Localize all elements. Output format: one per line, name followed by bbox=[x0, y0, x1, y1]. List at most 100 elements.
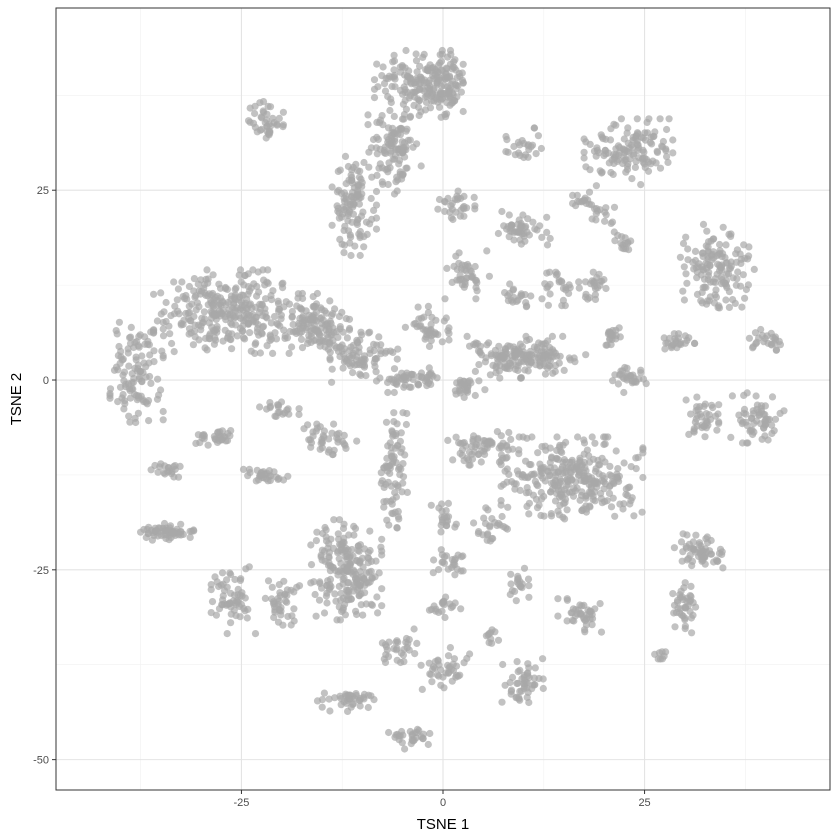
data-point bbox=[213, 322, 221, 331]
data-point bbox=[157, 310, 165, 318]
data-point bbox=[692, 531, 700, 539]
data-point bbox=[374, 83, 382, 91]
data-point bbox=[442, 669, 450, 677]
data-point bbox=[626, 372, 634, 380]
data-point bbox=[505, 211, 513, 219]
data-point bbox=[519, 433, 527, 441]
data-point bbox=[633, 115, 641, 123]
data-point bbox=[575, 284, 583, 292]
data-point bbox=[295, 410, 303, 419]
data-point bbox=[738, 439, 747, 447]
data-point bbox=[428, 313, 436, 321]
data-point bbox=[366, 546, 374, 555]
data-point bbox=[701, 560, 709, 568]
data-point bbox=[571, 358, 579, 366]
data-point bbox=[727, 230, 735, 238]
data-point bbox=[681, 622, 690, 630]
data-point bbox=[623, 129, 631, 137]
data-point bbox=[378, 639, 386, 647]
data-point bbox=[135, 332, 143, 341]
data-point bbox=[772, 346, 781, 354]
data-point bbox=[567, 609, 575, 617]
data-point bbox=[390, 190, 399, 198]
data-point bbox=[614, 465, 622, 473]
data-point bbox=[461, 278, 469, 286]
data-point bbox=[394, 345, 402, 353]
data-point bbox=[477, 458, 485, 466]
data-point bbox=[682, 270, 690, 278]
data-point bbox=[445, 324, 453, 332]
data-point bbox=[352, 690, 360, 698]
data-point bbox=[383, 516, 391, 524]
data-point bbox=[340, 520, 348, 528]
y-tick-label: -25 bbox=[33, 565, 49, 577]
data-point bbox=[445, 336, 453, 344]
data-point bbox=[452, 252, 460, 260]
data-point bbox=[248, 304, 256, 312]
data-point bbox=[264, 477, 272, 485]
data-point bbox=[546, 471, 554, 479]
data-point bbox=[193, 299, 201, 307]
data-point bbox=[554, 612, 562, 620]
data-point bbox=[442, 64, 451, 72]
data-point bbox=[430, 556, 438, 564]
data-point bbox=[387, 443, 395, 452]
data-point bbox=[358, 179, 366, 187]
data-point bbox=[630, 512, 638, 520]
data-point bbox=[656, 164, 665, 172]
data-point bbox=[493, 428, 501, 436]
data-point bbox=[682, 233, 690, 241]
data-point bbox=[669, 149, 677, 157]
data-point bbox=[289, 320, 297, 329]
data-point bbox=[281, 332, 289, 340]
data-point bbox=[526, 460, 534, 469]
data-point bbox=[616, 371, 624, 379]
data-point bbox=[312, 612, 320, 620]
data-point bbox=[494, 636, 503, 644]
data-point bbox=[444, 652, 453, 660]
data-point bbox=[228, 320, 236, 329]
data-point bbox=[740, 241, 748, 249]
data-point bbox=[367, 692, 375, 700]
data-point bbox=[761, 334, 769, 343]
data-point bbox=[274, 321, 282, 329]
data-point bbox=[452, 390, 460, 398]
data-point bbox=[345, 531, 353, 539]
data-point bbox=[262, 134, 270, 142]
data-point bbox=[251, 123, 259, 131]
data-point bbox=[698, 288, 706, 296]
data-point bbox=[339, 328, 347, 336]
data-point bbox=[124, 380, 133, 388]
data-point bbox=[504, 503, 512, 511]
data-point bbox=[521, 224, 529, 232]
data-point bbox=[625, 246, 633, 254]
data-point bbox=[508, 587, 516, 595]
data-point bbox=[483, 247, 491, 255]
data-point bbox=[470, 340, 478, 348]
data-point bbox=[670, 340, 678, 348]
data-point bbox=[320, 427, 328, 435]
data-point bbox=[738, 303, 746, 311]
data-point bbox=[347, 171, 355, 179]
data-point bbox=[725, 303, 734, 311]
data-point bbox=[305, 332, 313, 340]
data-point bbox=[450, 655, 458, 663]
data-point bbox=[144, 530, 152, 538]
data-point bbox=[525, 231, 534, 239]
data-point bbox=[269, 349, 277, 357]
data-point bbox=[491, 346, 499, 354]
data-point bbox=[669, 590, 677, 598]
data-point bbox=[687, 582, 695, 591]
data-point bbox=[385, 72, 393, 80]
data-point bbox=[150, 290, 158, 298]
data-point bbox=[224, 333, 232, 341]
data-point bbox=[582, 467, 590, 475]
x-tick-label: -25 bbox=[233, 797, 249, 809]
data-point bbox=[380, 498, 388, 506]
data-point bbox=[525, 488, 533, 496]
data-point bbox=[715, 401, 723, 409]
data-point bbox=[171, 302, 179, 310]
data-point bbox=[393, 355, 401, 363]
data-point bbox=[394, 442, 402, 450]
